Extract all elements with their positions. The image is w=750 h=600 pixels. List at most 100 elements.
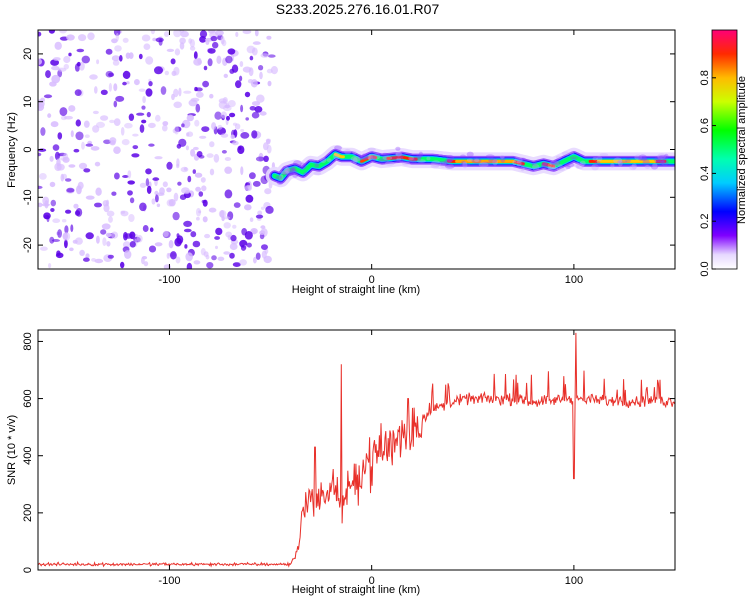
ridge-fringe [532, 164, 540, 171]
noise-speckle [38, 202, 43, 208]
noise-speckle [115, 95, 125, 102]
noise-speckle [78, 162, 88, 170]
ridge-fringe [650, 164, 659, 170]
y-tick-label: -10 [22, 189, 34, 205]
noise-speckle [127, 190, 133, 196]
ridge-fringe [350, 155, 361, 163]
noise-speckle [232, 224, 237, 229]
ridge-fringe [293, 160, 302, 167]
noise-speckle [221, 150, 227, 154]
noise-speckle [120, 261, 125, 269]
y-tick-label: 0 [22, 146, 34, 152]
ridge-fringe [492, 159, 498, 166]
noise-speckle [62, 232, 71, 241]
ridge-fringe [596, 156, 603, 162]
noise-speckle [52, 218, 61, 223]
ridge-fringe [283, 166, 289, 173]
noise-speckle [148, 245, 157, 253]
ridge-fringe [542, 161, 548, 166]
ridge-fringe [631, 163, 637, 170]
noise-speckle [65, 209, 72, 214]
noise-speckle [110, 231, 119, 239]
spectrogram-y-ticks: -20 -10 0 10 20 [22, 48, 675, 253]
noise-speckle [193, 51, 198, 60]
noise-speckle [127, 170, 132, 179]
ridge-fringe [592, 157, 598, 161]
noise-speckle [263, 155, 269, 162]
ridge-fringe [367, 154, 372, 160]
noise-speckle [112, 60, 120, 66]
noise-speckle [244, 231, 253, 240]
ridge-fringe [656, 155, 663, 159]
noise-speckle [54, 41, 62, 50]
noise-speckle [166, 199, 174, 207]
noise-speckle [173, 88, 179, 98]
ridge-fringe [485, 154, 495, 159]
noise-speckle [111, 191, 117, 196]
noise-speckle [270, 66, 278, 75]
noise-speckle [251, 229, 257, 235]
noise-speckle [254, 30, 259, 37]
noise-speckle [196, 151, 203, 158]
ridge-fringe [444, 164, 455, 169]
noise-speckle [251, 101, 261, 106]
noise-speckle [73, 148, 80, 153]
noise-speckle [106, 241, 111, 247]
y-tick-label: 10 [22, 96, 34, 108]
noise-speckle [217, 256, 225, 261]
ridge-fringe [520, 165, 525, 172]
noise-speckle [251, 130, 258, 139]
noise-speckle [224, 166, 233, 174]
noise-speckle [125, 52, 131, 59]
noise-speckle [229, 112, 236, 118]
ridge-fringe [313, 171, 322, 176]
noise-speckle [193, 58, 203, 66]
noise-speckle [155, 194, 159, 203]
noise-speckle-region [38, 30, 278, 269]
noise-speckle [176, 235, 184, 245]
noise-speckle [239, 75, 243, 82]
x-tick-label: -100 [158, 274, 180, 286]
ridge-fringe [579, 160, 586, 167]
noise-speckle [230, 134, 235, 140]
noise-speckle [66, 187, 75, 193]
noise-speckle [202, 199, 208, 207]
noise-speckle [251, 111, 260, 119]
noise-speckle [173, 101, 182, 109]
spectrogram-y-label: Frequency (Hz) [6, 112, 18, 188]
noise-speckle [132, 133, 139, 137]
ridge-fringe [462, 161, 468, 169]
noise-speckle [181, 123, 185, 128]
noise-speckle [189, 46, 196, 51]
noise-speckle [160, 86, 167, 95]
ridge-fringe [655, 160, 665, 164]
ridge-fringe [289, 168, 298, 175]
noise-speckle [63, 63, 69, 70]
noise-speckle [103, 139, 112, 145]
ridge-fringe [446, 154, 455, 162]
noise-speckle [81, 55, 91, 64]
noise-speckle [188, 38, 193, 44]
ridge-fringe [549, 160, 559, 167]
noise-speckle [114, 172, 120, 180]
noise-speckle [68, 164, 76, 168]
ridge-fringe [522, 166, 533, 171]
noise-speckle [100, 229, 107, 235]
colorbar-tick-label: 0.4 [699, 166, 711, 181]
noise-speckle [240, 104, 244, 113]
noise-speckle [240, 132, 250, 139]
noise-speckle [260, 225, 266, 229]
x-tick-label: -100 [158, 575, 180, 587]
noise-speckle [225, 55, 233, 64]
ridge-fringe [512, 160, 517, 166]
ridge-fringe [367, 147, 376, 151]
noise-speckle [192, 240, 201, 248]
ridge-fringe [499, 154, 505, 159]
ridge-fringe [565, 162, 575, 168]
noise-speckle [215, 227, 223, 236]
noise-speckle [257, 210, 263, 216]
noise-speckle [250, 79, 258, 88]
noise-speckle [128, 214, 135, 222]
